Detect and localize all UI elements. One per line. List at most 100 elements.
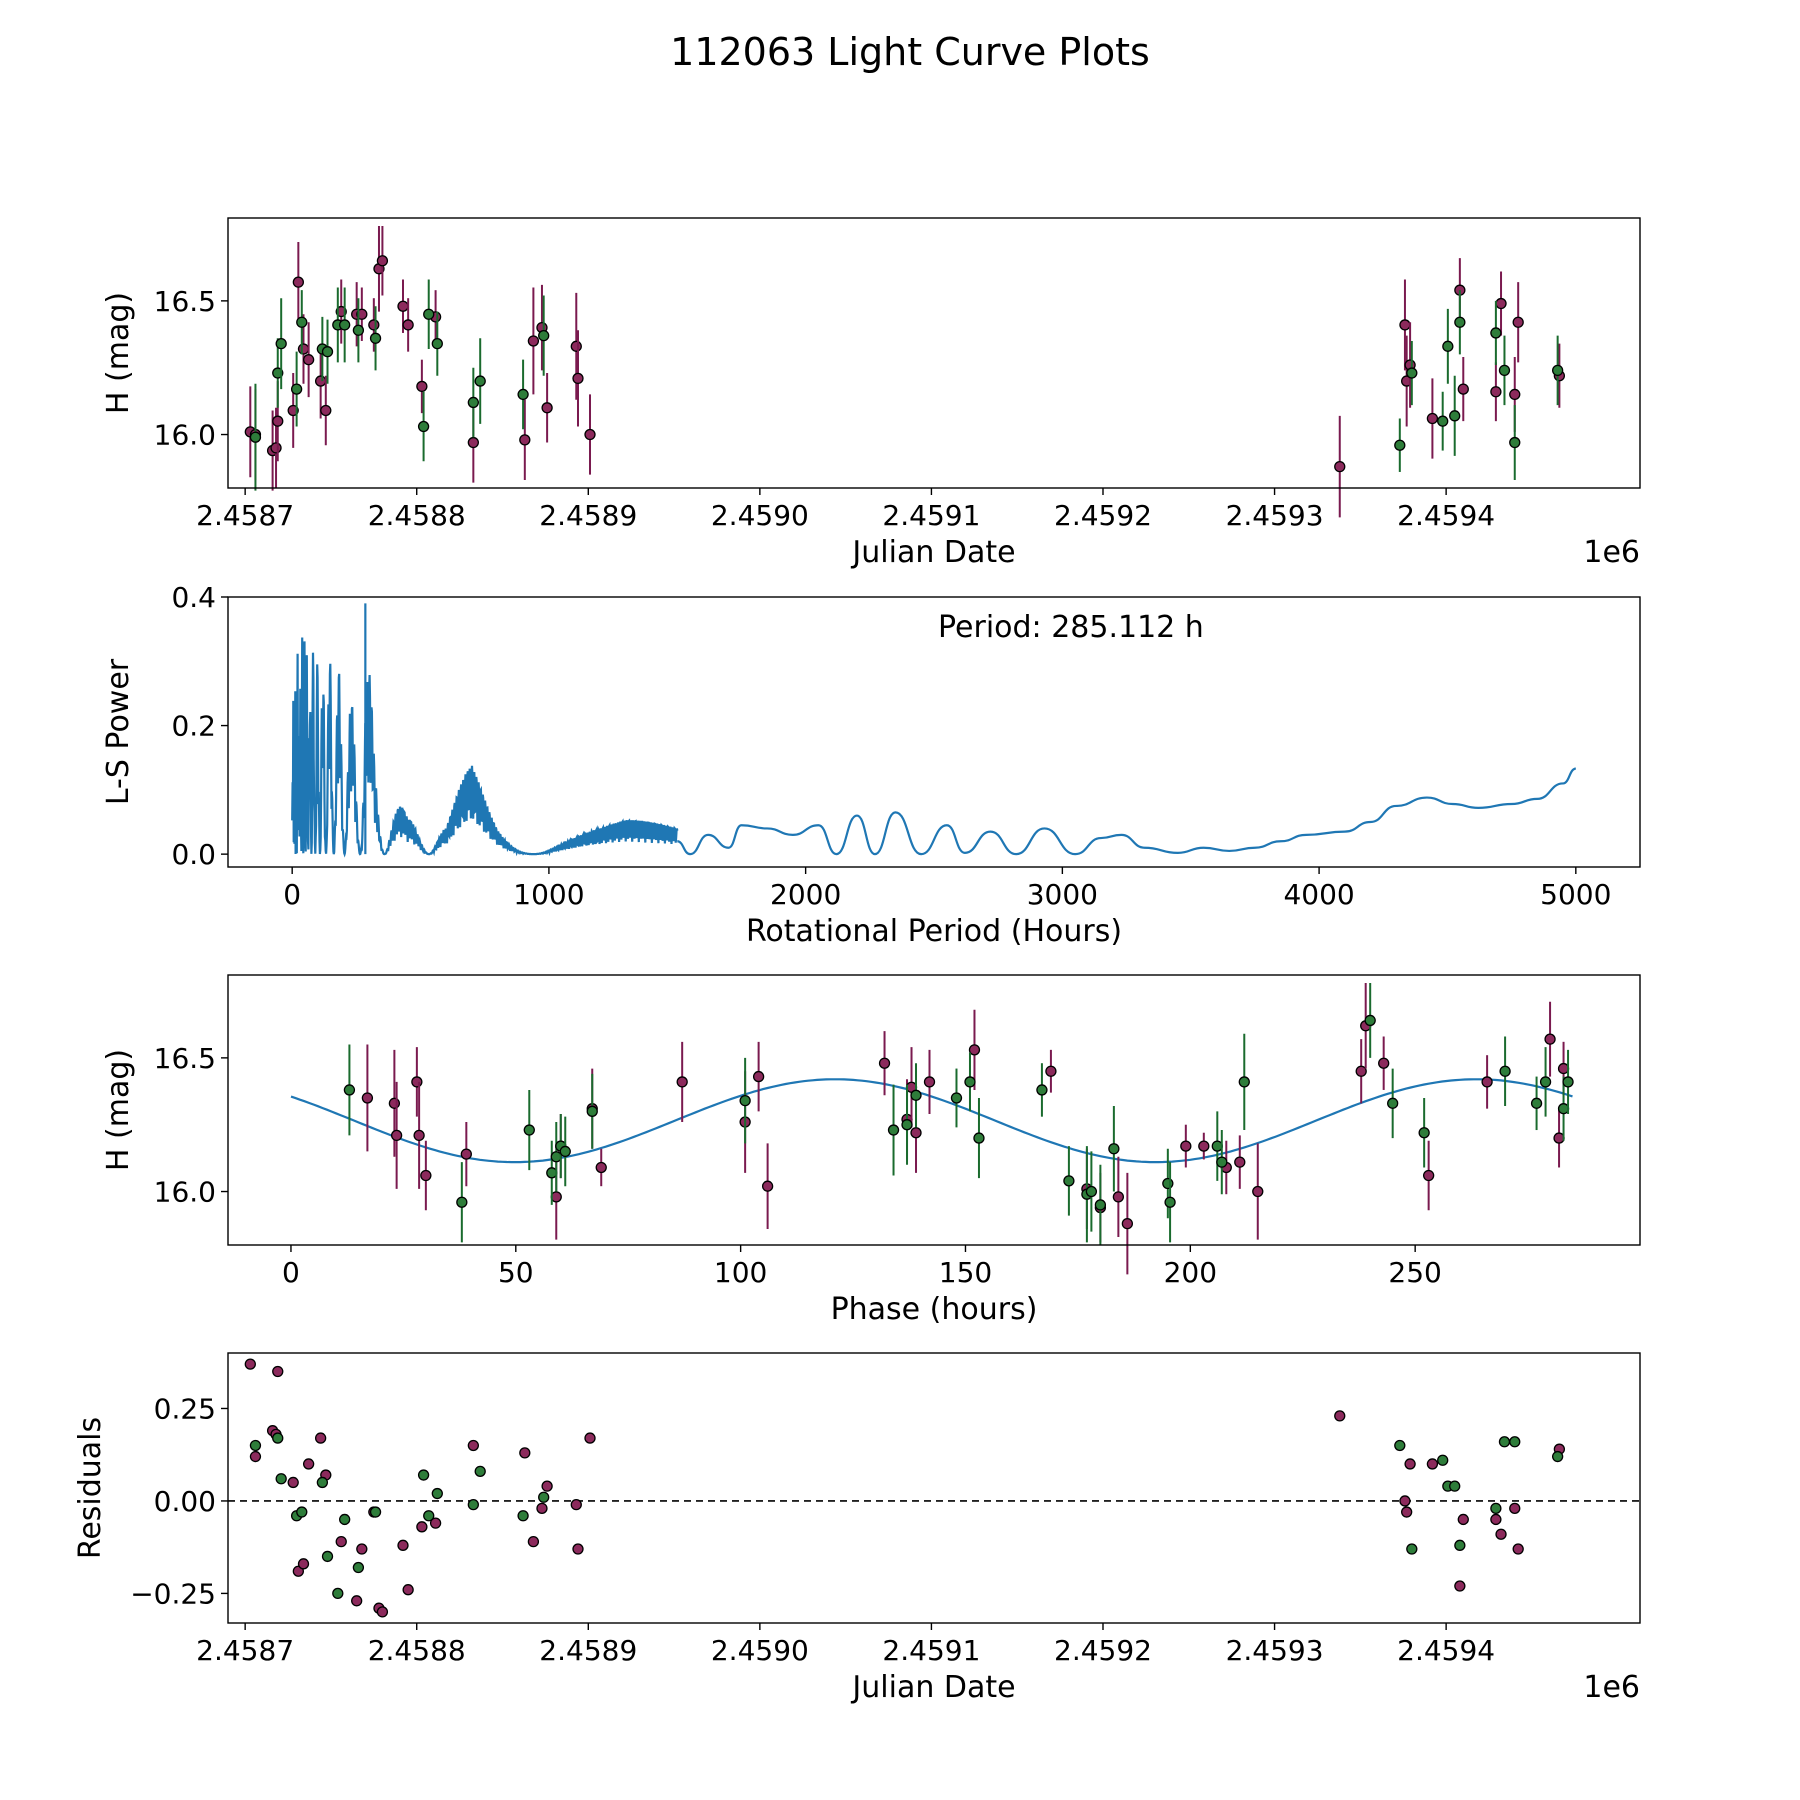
data-point bbox=[429, 1517, 442, 1529]
periodogram-dense-line bbox=[291, 637, 679, 858]
data-point bbox=[369, 1506, 382, 1518]
data-point bbox=[368, 319, 380, 331]
data-point bbox=[676, 1076, 688, 1088]
data-point bbox=[1418, 1127, 1430, 1139]
data-point bbox=[878, 1057, 891, 1069]
data-point bbox=[1539, 1076, 1552, 1088]
data-point bbox=[321, 1550, 334, 1563]
x-tick-label: 2.4592 bbox=[1054, 1634, 1152, 1667]
data-point bbox=[1364, 1014, 1376, 1027]
data-point bbox=[559, 1145, 571, 1158]
data-point bbox=[973, 1132, 985, 1144]
data-point bbox=[527, 1535, 540, 1548]
data-point bbox=[1036, 1084, 1048, 1096]
data-point bbox=[390, 1129, 403, 1142]
data-point bbox=[1399, 319, 1411, 331]
data-point bbox=[290, 383, 303, 395]
data-point bbox=[1498, 1436, 1511, 1448]
data-point bbox=[541, 1480, 553, 1492]
x-tick-label: 200 bbox=[1164, 1256, 1217, 1289]
x-tick-label: 2.4593 bbox=[1226, 499, 1324, 532]
data-point bbox=[1404, 1458, 1416, 1470]
data-point bbox=[1509, 1436, 1521, 1448]
data-point bbox=[397, 1539, 409, 1551]
data-point bbox=[339, 1513, 351, 1526]
data-point bbox=[314, 1432, 327, 1444]
data-point bbox=[1454, 1539, 1466, 1551]
data-point bbox=[249, 1450, 262, 1463]
data-point bbox=[1490, 1513, 1502, 1526]
data-point bbox=[1334, 460, 1346, 473]
data-point bbox=[1495, 297, 1507, 310]
data-point bbox=[343, 1084, 356, 1096]
data-point bbox=[1512, 1543, 1524, 1555]
data-point bbox=[1355, 1065, 1367, 1077]
data-point bbox=[968, 1044, 981, 1056]
data-point bbox=[1495, 1528, 1507, 1540]
data-point bbox=[523, 1124, 535, 1136]
x-tick-label: 2.4590 bbox=[711, 499, 809, 532]
data-point bbox=[1499, 1065, 1511, 1077]
x-tick-label: 2.4588 bbox=[368, 499, 466, 532]
data-point bbox=[572, 1543, 584, 1555]
data-point bbox=[1094, 1199, 1107, 1211]
data-point bbox=[1457, 1513, 1469, 1526]
y-tick-label: 0.4 bbox=[171, 581, 216, 614]
data-point bbox=[275, 1473, 287, 1485]
x-tick-label: 2.4587 bbox=[196, 1634, 294, 1667]
y-tick-label: 0.00 bbox=[154, 1485, 216, 1518]
data-point bbox=[595, 1161, 607, 1174]
x-tick-label: 3000 bbox=[1027, 878, 1098, 911]
data-point bbox=[1562, 1076, 1574, 1088]
data-point bbox=[1234, 1156, 1246, 1168]
data-point bbox=[519, 434, 531, 446]
plot-frame bbox=[227, 1352, 1641, 1624]
x-tick-label: 2000 bbox=[770, 878, 841, 911]
data-point bbox=[302, 1458, 315, 1470]
data-point bbox=[249, 431, 262, 443]
x-tick-label: 2.4591 bbox=[882, 499, 980, 532]
data-point bbox=[570, 340, 582, 352]
data-point bbox=[1108, 1143, 1120, 1155]
data-point bbox=[584, 428, 596, 441]
x-tick-label: 2.4594 bbox=[1397, 499, 1495, 532]
data-point bbox=[1162, 1177, 1174, 1190]
data-point bbox=[467, 396, 479, 409]
data-point bbox=[1252, 1185, 1264, 1198]
data-point bbox=[1180, 1140, 1192, 1152]
data-point bbox=[296, 1506, 308, 1518]
data-point bbox=[402, 1584, 414, 1596]
x-axis-label: Julian Date bbox=[850, 1670, 1015, 1705]
data-point bbox=[244, 1358, 256, 1370]
fit-curve bbox=[290, 1078, 1573, 1164]
data-point bbox=[467, 1498, 479, 1511]
data-point bbox=[923, 1076, 936, 1088]
data-point bbox=[1498, 364, 1511, 377]
data-point bbox=[1442, 340, 1454, 352]
data-point bbox=[417, 1469, 430, 1481]
x-tick-label: 0 bbox=[282, 1256, 300, 1289]
data-point bbox=[272, 415, 284, 427]
data-point bbox=[1063, 1175, 1075, 1187]
x-tick-label: 2.4591 bbox=[882, 1634, 980, 1667]
data-point bbox=[1406, 1543, 1418, 1555]
x-tick-label: 1000 bbox=[513, 878, 584, 911]
data-point bbox=[761, 1180, 774, 1192]
x-tick-label: 2.4587 bbox=[196, 499, 294, 532]
data-point bbox=[517, 388, 529, 401]
x-tick-label: 2.4588 bbox=[368, 1634, 466, 1667]
y-axis-label: Residuals bbox=[73, 1417, 108, 1559]
data-point bbox=[1399, 1495, 1411, 1507]
plot-frame bbox=[227, 596, 1641, 868]
data-point bbox=[456, 1196, 468, 1208]
x-tick-label: 50 bbox=[498, 1256, 534, 1289]
data-point bbox=[1437, 1454, 1449, 1466]
data-point bbox=[275, 337, 287, 350]
data-point bbox=[376, 1606, 389, 1618]
data-point bbox=[1454, 1580, 1466, 1592]
data-point bbox=[1394, 1439, 1406, 1452]
data-point bbox=[332, 1587, 344, 1600]
data-point bbox=[339, 319, 351, 331]
data-point bbox=[887, 1124, 900, 1136]
data-point bbox=[1449, 410, 1461, 422]
